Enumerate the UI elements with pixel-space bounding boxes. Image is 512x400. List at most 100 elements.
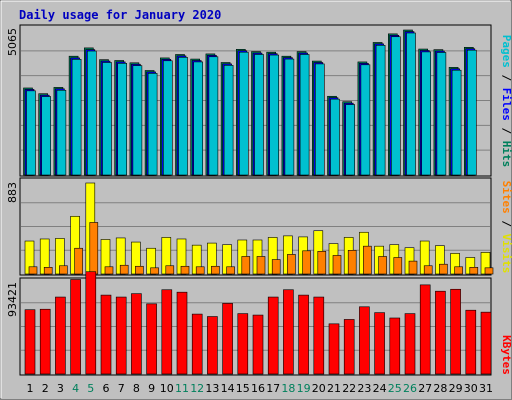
kbytes-bar <box>419 284 431 375</box>
chart-title: Daily usage for January 2020 <box>19 8 221 22</box>
kbytes-bar <box>465 309 477 375</box>
legend-visits: Visits <box>500 234 512 274</box>
pages-bar <box>41 96 52 176</box>
x-axis-day-label: 21 <box>327 382 341 395</box>
x-axis-day-label: 16 <box>251 382 265 395</box>
pages-bar <box>466 49 477 176</box>
sites-bar <box>317 251 327 275</box>
x-axis-day-label: 15 <box>236 382 250 395</box>
sites-bar <box>241 256 251 275</box>
panel-kbytes-ymax-label: 93421 <box>6 282 19 317</box>
svg-text:KBytes: KBytes <box>500 335 512 375</box>
x-axis-day-label: 6 <box>103 382 110 395</box>
x-axis-day-label: 19 <box>297 382 311 395</box>
kbytes-bar <box>389 317 401 375</box>
pages-bar <box>117 63 127 176</box>
pages-bar <box>390 36 401 176</box>
kbytes-bar <box>131 293 142 375</box>
x-axis-day-label: 31 <box>479 382 493 395</box>
kbytes-bar <box>450 288 461 375</box>
sites-bar <box>59 265 68 275</box>
sites-bar <box>180 265 190 275</box>
legend-kbytes-panel: KBytes <box>500 335 512 375</box>
pages-bar <box>102 62 112 176</box>
x-axis-day-label: 20 <box>312 382 326 395</box>
pages-bar <box>147 73 158 176</box>
sites-bar <box>135 265 144 275</box>
pages-bar <box>132 65 143 176</box>
pages-bar <box>26 90 36 176</box>
kbytes-bar <box>480 311 492 375</box>
kbytes-bar <box>435 290 446 375</box>
sites-bar <box>287 254 296 275</box>
x-axis-day-label: 28 <box>433 382 447 395</box>
sites-bar <box>43 267 53 275</box>
panel-visits-ymax-label: 883 <box>6 182 19 203</box>
x-axis-day-label: 8 <box>133 382 140 395</box>
kbytes-bar <box>24 309 36 375</box>
kbytes-bar <box>237 313 249 375</box>
legend-kbytes: KBytes <box>500 335 512 375</box>
legend-pages: Pages <box>500 35 512 68</box>
kbytes-bar <box>359 306 370 375</box>
legend-sites: Sites <box>500 181 512 214</box>
sites-bar <box>195 266 205 275</box>
sites-bar <box>256 256 266 275</box>
sites-bar <box>119 264 129 275</box>
sites-bar <box>393 257 403 275</box>
pages-bar <box>239 51 249 176</box>
x-axis-day-label: 25 <box>388 382 402 395</box>
sites-bar <box>347 249 357 275</box>
x-axis-day-labels: 1 2 3 4 5 6 7 8 9 10 11 12 13 14 15 16 17 18 19 20 21 22 23 24 2… <box>27 382 494 395</box>
pages-bar <box>421 51 432 176</box>
kbytes-bar <box>100 294 112 375</box>
pages-bar <box>406 32 416 176</box>
svg-text:Pages / Files / Hits: Pages / Files / Hits <box>500 35 512 168</box>
kbytes-bar <box>252 314 264 375</box>
sites-bar <box>439 263 448 275</box>
x-axis-day-label: 2 <box>42 382 49 395</box>
svg-text:Sites / Visits: Sites / Visits <box>500 181 512 274</box>
bars <box>23 29 494 375</box>
legend-hits: Hits <box>500 141 512 168</box>
kbytes-bar <box>313 296 325 375</box>
sites-bar <box>104 266 114 275</box>
x-axis-day-label: 26 <box>403 382 417 395</box>
kbytes-bar <box>343 319 355 375</box>
pages-bar <box>163 60 173 176</box>
kbytes-bar <box>146 303 157 375</box>
pages-bar <box>71 59 82 176</box>
sites-bar <box>378 256 387 275</box>
kbytes-bar <box>207 316 218 375</box>
x-axis-day-label: 5 <box>87 382 94 395</box>
kbytes-bar <box>191 313 203 375</box>
pages-bar <box>330 98 340 176</box>
pages-bar <box>284 58 295 176</box>
x-axis-day-label: 13 <box>205 382 219 395</box>
sites-bar <box>74 247 83 275</box>
sites-bar <box>271 259 281 275</box>
pages-bar <box>436 52 447 176</box>
kbytes-bar <box>328 323 340 375</box>
sites-bar <box>28 266 38 275</box>
pages-bar <box>314 63 325 176</box>
x-axis-day-label: 24 <box>373 382 387 395</box>
pages-bar <box>208 56 219 176</box>
kbytes-bar <box>161 289 173 375</box>
pages-bar <box>299 54 310 176</box>
kbytes-bar <box>55 296 66 375</box>
kbytes-bar <box>222 303 233 375</box>
pages-bar <box>87 50 97 176</box>
sites-bar <box>211 265 220 275</box>
pages-bar <box>269 54 280 176</box>
x-axis-day-label: 14 <box>221 382 235 395</box>
sites-bar <box>302 250 311 275</box>
x-axis-day-label: 11 <box>175 382 189 395</box>
pages-bar <box>375 45 386 176</box>
x-axis-day-label: 4 <box>72 382 79 395</box>
kbytes-bar <box>283 289 294 375</box>
sites-bar <box>408 260 418 275</box>
legend-hits-panel: Pages / Files / Hits <box>500 35 512 168</box>
pages-bar <box>223 65 234 176</box>
